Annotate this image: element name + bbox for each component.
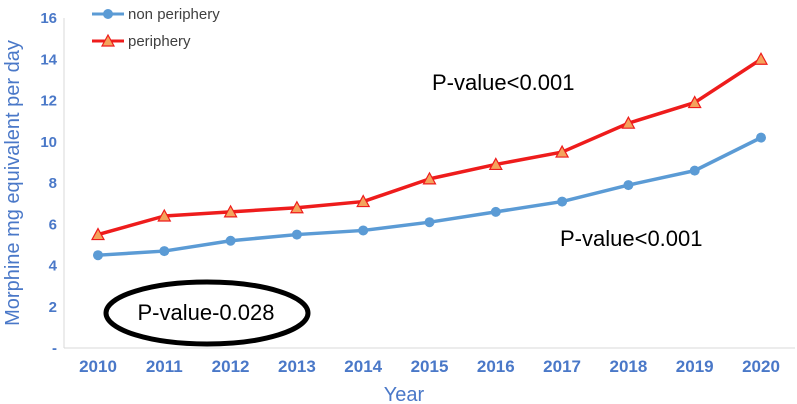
y-axis-title: Morphine mg equivalent per day — [2, 40, 24, 326]
data-point-non-periphery[interactable] — [756, 132, 766, 143]
y-tick-label: - — [52, 340, 57, 357]
x-tick-label: 2014 — [344, 357, 382, 376]
legend-marker-periphery — [100, 33, 116, 47]
data-point-periphery[interactable] — [422, 171, 437, 185]
x-tick-label: 2019 — [676, 357, 714, 376]
y-ticks: - 2 4 6 8 10 12 14 16 — [40, 10, 57, 357]
y-tick-label: 14 — [40, 51, 57, 68]
data-point-periphery[interactable] — [356, 194, 371, 208]
data-point-non-periphery[interactable] — [490, 206, 501, 217]
data-point-periphery[interactable] — [157, 208, 172, 222]
data-point-periphery[interactable] — [687, 95, 702, 109]
x-tick-label: 2018 — [609, 357, 647, 376]
y-tick-label: 4 — [49, 258, 58, 275]
data-point-non-periphery[interactable] — [557, 196, 568, 207]
annotation-pvalue-circled: P-value-0.028 — [138, 300, 275, 325]
annotation-circle — [103, 279, 311, 347]
data-point-non-periphery[interactable] — [291, 229, 302, 240]
x-tick-label: 2015 — [411, 357, 449, 376]
x-tick-label: 2012 — [212, 357, 250, 376]
x-tick-label: 2016 — [477, 357, 515, 376]
x-tick-label: 2013 — [278, 357, 316, 376]
y-tick-label: 8 — [49, 175, 57, 192]
series-line-periphery — [97, 57, 762, 237]
legend: non periphery periphery — [92, 6, 220, 50]
data-point-non-periphery[interactable] — [225, 235, 236, 246]
data-point-periphery[interactable] — [223, 204, 238, 218]
y-tick-label: 2 — [49, 299, 57, 316]
legend-marker-non-periphery — [103, 9, 113, 19]
data-point-periphery[interactable] — [90, 227, 106, 241]
x-tick-label: 2017 — [543, 357, 581, 376]
legend-label-non-periphery: non periphery — [128, 6, 220, 23]
y-tick-label: 6 — [49, 216, 57, 233]
data-point-periphery[interactable] — [289, 200, 304, 214]
annotation-pvalue-non-periphery: P-value<0.001 — [560, 226, 703, 251]
y-tick-label: 16 — [40, 10, 57, 27]
x-tick-label: 2011 — [146, 357, 183, 376]
x-tick-label: 2020 — [742, 357, 780, 376]
legend-item-non-periphery[interactable]: non periphery — [92, 6, 220, 23]
data-point-periphery[interactable] — [753, 51, 769, 65]
x-ticks: 2010 2011 2012 2013 2014 2015 2016 2017 2018 2019… — [79, 357, 780, 376]
data-point-non-periphery[interactable] — [689, 165, 700, 176]
data-point-non-periphery[interactable] — [93, 250, 103, 261]
data-point-non-periphery[interactable] — [424, 217, 435, 228]
x-tick-label: 2010 — [79, 357, 117, 376]
y-tick-label: 10 — [40, 134, 57, 151]
data-point-periphery[interactable] — [555, 144, 570, 158]
legend-item-periphery[interactable]: periphery — [92, 33, 191, 50]
data-point-non-periphery[interactable] — [623, 180, 634, 191]
data-point-non-periphery[interactable] — [159, 246, 170, 257]
legend-label-periphery: periphery — [128, 33, 191, 50]
data-point-non-periphery[interactable] — [358, 225, 369, 236]
series-group — [90, 51, 769, 261]
y-tick-label: 12 — [40, 93, 57, 110]
annotation-pvalue-periphery: P-value<0.001 — [432, 70, 575, 95]
data-point-periphery[interactable] — [621, 115, 636, 129]
data-point-periphery[interactable] — [488, 157, 503, 171]
x-axis-title: Year — [384, 384, 425, 404]
